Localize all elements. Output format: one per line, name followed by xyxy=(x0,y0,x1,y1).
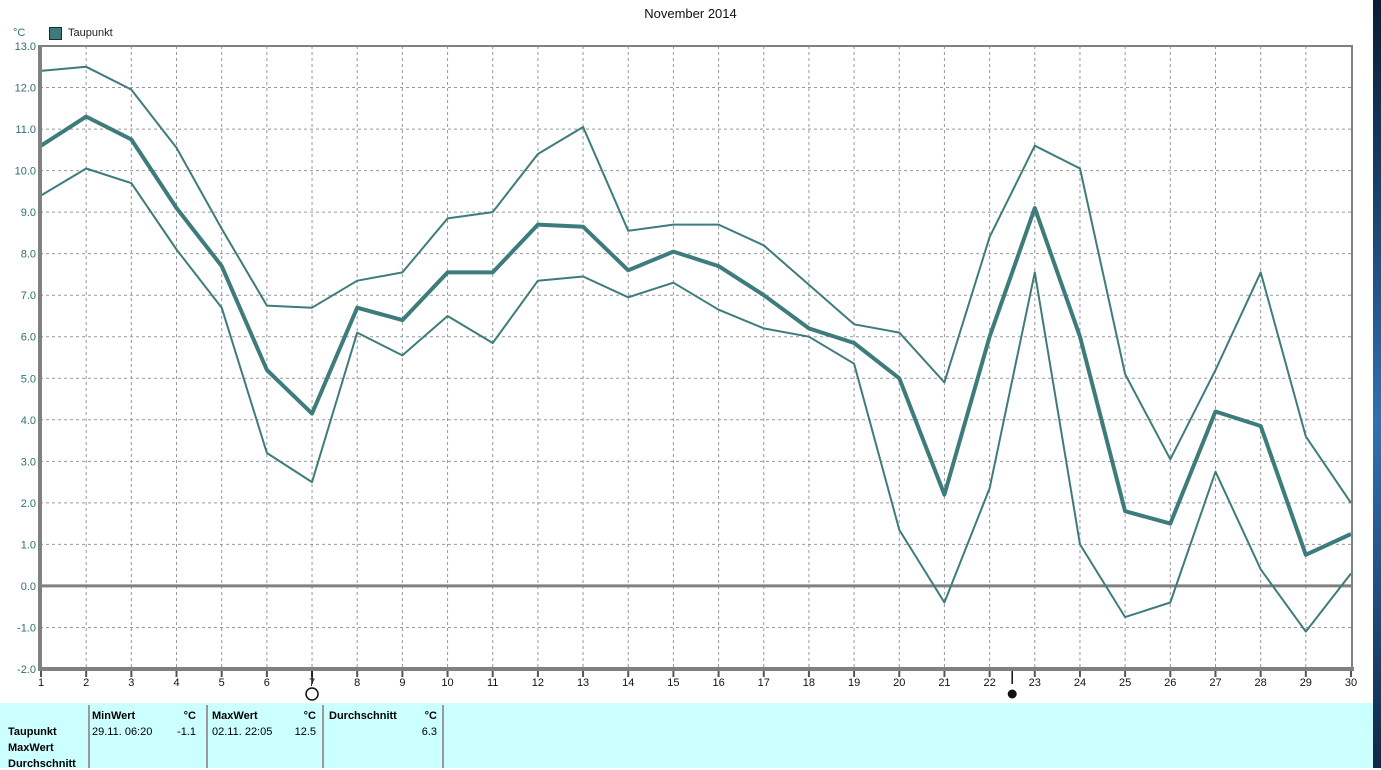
x-tick-label: 15 xyxy=(667,677,679,689)
legend-swatch-icon xyxy=(49,26,62,40)
panel-separator xyxy=(88,705,90,768)
y-tick-label: 10.0 xyxy=(15,166,36,178)
x-tick-label: 9 xyxy=(399,677,405,689)
panel-col-minwert: MinWert °C 29.11. 06:20 -1.1 xyxy=(92,703,196,768)
x-tick-label: 6 xyxy=(264,677,270,689)
y-tick-label: 1.0 xyxy=(21,539,36,551)
x-tick-label: 2 xyxy=(83,677,89,689)
legend: Taupunkt xyxy=(49,26,113,40)
row-label-taupunkt: Taupunkt xyxy=(8,726,57,738)
y-tick-label: -1.0 xyxy=(17,622,36,634)
y-tick-label: 7.0 xyxy=(21,290,36,302)
y-tick-label: 5.0 xyxy=(21,373,36,385)
x-tick-label: 4 xyxy=(173,677,179,689)
panel-col-durchschnitt: Durchschnitt °C 6.3 xyxy=(329,703,437,768)
y-tick-label: 0.0 xyxy=(21,581,36,593)
info-panel: Taupunkt MaxWert Durchschnitt MinWert °C… xyxy=(0,703,1373,770)
col-unit: °C xyxy=(303,710,316,722)
chart-title: November 2014 xyxy=(644,6,737,21)
x-tick-label: 11 xyxy=(487,677,498,689)
col-value: 12.5 xyxy=(294,726,316,738)
desktop-background-strip xyxy=(1373,0,1381,768)
full-moon-icon xyxy=(305,687,319,701)
panel-separator xyxy=(206,705,208,768)
col-header: MaxWert xyxy=(212,710,258,722)
x-tick-label: 17 xyxy=(758,677,770,689)
col-unit: °C xyxy=(183,710,196,722)
x-tick-label: 1 xyxy=(38,677,44,689)
x-tick-label: 28 xyxy=(1255,677,1267,689)
panel-separator xyxy=(322,705,324,768)
x-tick-label: 8 xyxy=(354,677,360,689)
x-tick-label: 13 xyxy=(577,677,589,689)
series-line-taupunkt-minwert xyxy=(40,167,1352,633)
panel-separator xyxy=(442,705,444,768)
x-tick-label: 27 xyxy=(1209,677,1221,689)
x-tick-label: 29 xyxy=(1300,677,1312,689)
x-tick-label: 10 xyxy=(441,677,453,689)
y-tick-label: 13.0 xyxy=(15,41,36,53)
col-unit: °C xyxy=(424,710,437,722)
col-header: Durchschnitt xyxy=(329,710,397,722)
x-tick-label: 14 xyxy=(622,677,634,689)
col-datetime: 29.11. 06:20 xyxy=(92,726,153,738)
x-tick-label: 21 xyxy=(938,677,950,689)
x-tick-label: 24 xyxy=(1074,677,1086,689)
col-datetime: 02.11. 22:05 xyxy=(212,726,273,738)
y-tick-label: 2.0 xyxy=(21,498,36,510)
y-tick-label: 3.0 xyxy=(21,456,36,468)
x-tick-label: 19 xyxy=(848,677,860,689)
y-tick-label: 6.0 xyxy=(21,332,36,344)
y-tick-label: 12.0 xyxy=(15,83,36,95)
x-tick-label: 18 xyxy=(803,677,815,689)
x-tick-label: 30 xyxy=(1345,677,1357,689)
y-tick-label: 4.0 xyxy=(21,415,36,427)
col-value: -1.1 xyxy=(177,726,196,738)
y-tick-label: 9.0 xyxy=(21,207,36,219)
y-tick-label: 8.0 xyxy=(21,249,36,261)
row-label-maxwert: MaxWert xyxy=(8,742,54,754)
legend-label: Taupunkt xyxy=(68,27,113,39)
x-tick-label: 5 xyxy=(219,677,225,689)
x-tick-label: 22 xyxy=(983,677,995,689)
col-value: 6.3 xyxy=(421,726,437,738)
x-tick-label: 20 xyxy=(893,677,905,689)
x-tick-label: 3 xyxy=(128,677,134,689)
x-tick-label: 23 xyxy=(1029,677,1041,689)
y-axis-unit-label: °C xyxy=(13,27,26,39)
series-line-taupunkt-maxwert xyxy=(40,65,1352,504)
chart-plot-area: 1234567891011121314151617181920212223242… xyxy=(15,41,1357,701)
new-moon-icon xyxy=(1007,689,1017,699)
x-tick-label: 25 xyxy=(1119,677,1131,689)
row-label-durchschnitt: Durchschnitt xyxy=(8,758,76,770)
y-tick-label: -2.0 xyxy=(17,664,36,676)
col-header: MinWert xyxy=(92,710,136,722)
series-line-taupunkt-durchschnitt xyxy=(39,114,1352,557)
x-tick-label: 12 xyxy=(532,677,544,689)
panel-col-maxwert: MaxWert °C 02.11. 22:05 12.5 xyxy=(212,703,316,768)
x-tick-label: 26 xyxy=(1164,677,1176,689)
y-tick-label: 11.0 xyxy=(15,124,36,136)
x-tick-label: 16 xyxy=(712,677,724,689)
